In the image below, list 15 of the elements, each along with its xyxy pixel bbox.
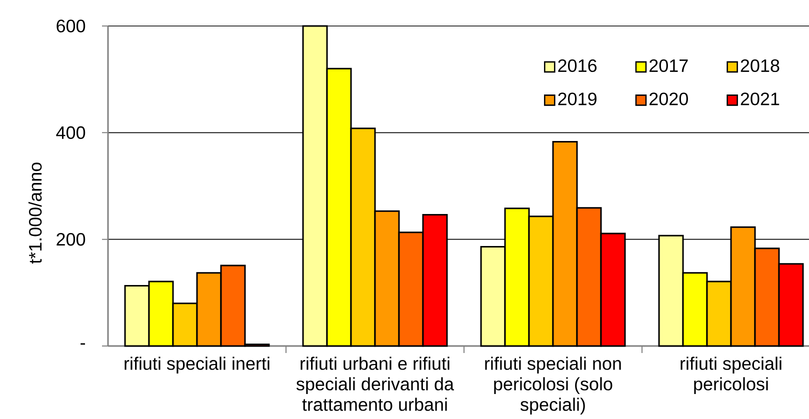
legend-label: 2020 [650, 92, 688, 106]
x-tick-label: rifiuti urbani e rifiuti speciali derivanti da trattamento urbani [296, 356, 454, 411]
legend-label: 2018 [740, 59, 780, 72]
y-axis-title: t*1.000/anno [28, 162, 42, 264]
y-tick-label: - [80, 343, 85, 345]
x-tick-label: rifiuti speciali non pericolosi (solo speciali) [485, 356, 621, 414]
y-tick-label: 600 [56, 20, 86, 32]
y-tick-label: 400 [56, 126, 86, 140]
legend-label: 2017 [650, 59, 688, 72]
legend-label: 2016 [558, 59, 597, 72]
x-tick-label: rifiuti speciali inerti [124, 356, 270, 374]
legend-label: 2021 [740, 92, 780, 106]
legend-label: 2019 [558, 92, 596, 106]
x-tick-label: rifiuti speciali pericolosi [680, 356, 782, 394]
y-tick-label: 200 [56, 232, 86, 246]
